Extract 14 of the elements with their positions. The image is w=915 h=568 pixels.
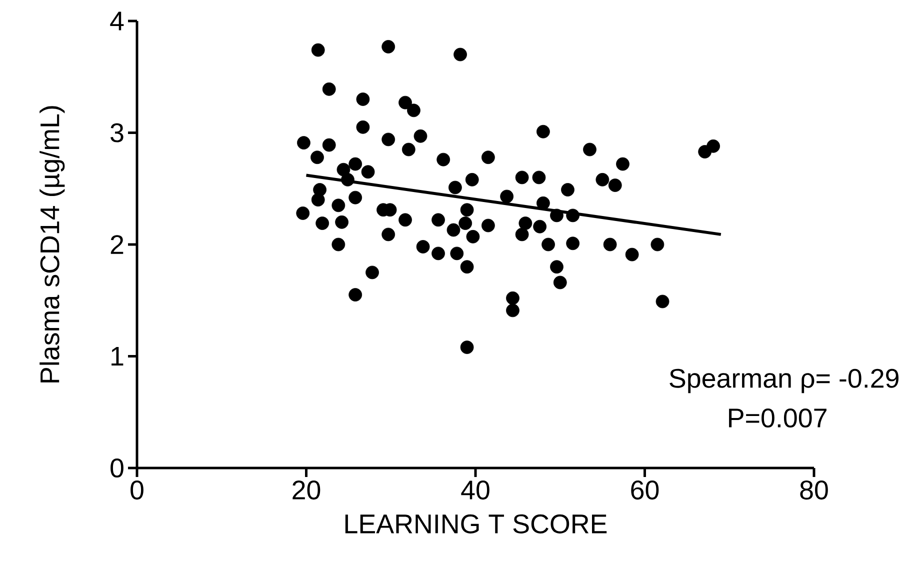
y-tick-label: 2 [110, 235, 124, 254]
x-tick-label: 0 [130, 480, 144, 500]
x-tick-label: 60 [631, 480, 659, 500]
y-tick-label: 4 [110, 12, 124, 30]
annotation: P=0.007 [729, 408, 826, 428]
x-tick-label: 40 [461, 480, 490, 500]
y-tick-label: 3 [110, 123, 124, 142]
y-tick-label: 0 [110, 458, 124, 478]
x-tick-label: 80 [800, 480, 828, 500]
y-axis-title: Plasma sCD14 (µg/mL) [40, 106, 65, 382]
annotation: Spearman ρ= -0.29 [670, 368, 898, 394]
x-tick-label: 20 [292, 480, 320, 500]
y-tick-label: 1 [112, 346, 124, 366]
x-axis-title: LEARNING T SCORE [345, 514, 607, 534]
